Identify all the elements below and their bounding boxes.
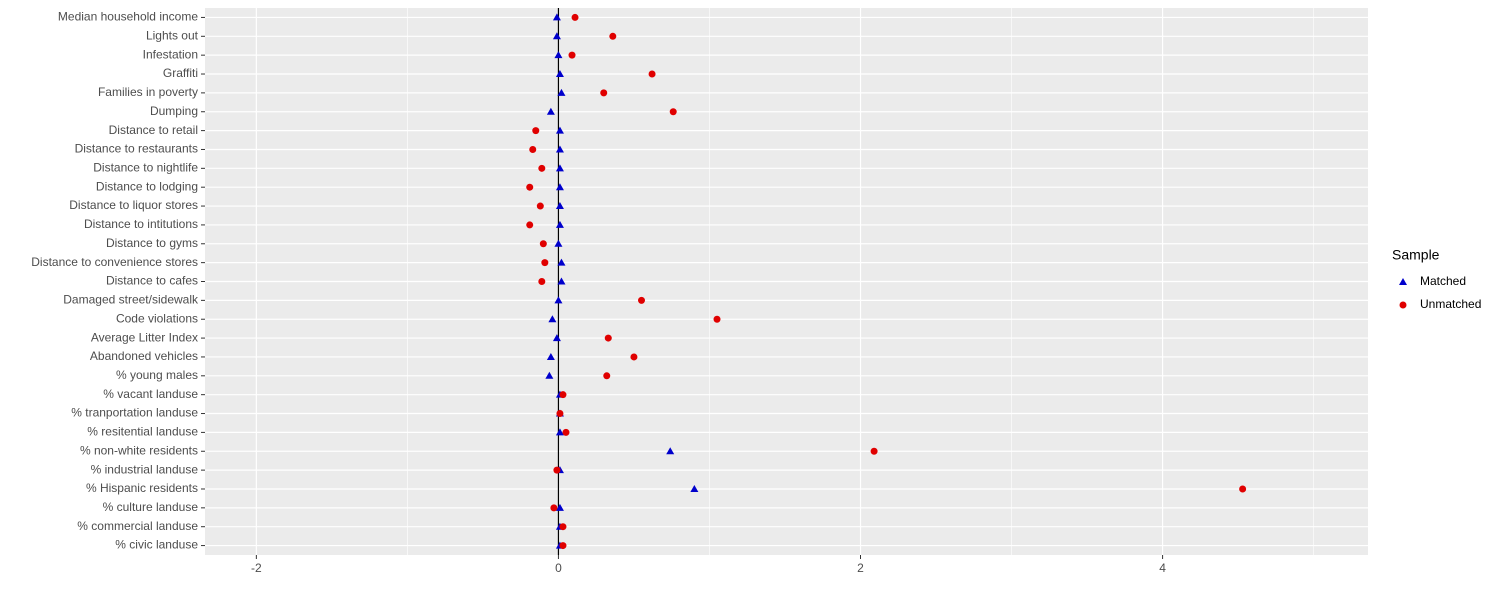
y-tick-label: % tranportation landuse [71, 406, 198, 420]
point [638, 296, 646, 304]
point [690, 484, 699, 492]
point [546, 107, 555, 115]
point [557, 258, 566, 266]
y-tick-label: % commercial landuse [77, 519, 198, 533]
point [554, 296, 563, 304]
y-tick-label: Infestation [143, 47, 198, 61]
legend-title: Sample [1392, 247, 1440, 263]
point [557, 88, 566, 96]
y-tick-label: Average Litter Index [91, 330, 198, 344]
point [538, 164, 546, 172]
point [555, 503, 564, 511]
y-tick-label: Distance to retail [109, 123, 198, 137]
legend-marker [1399, 301, 1407, 309]
y-tick-label: Abandoned vehicles [90, 349, 198, 363]
point [553, 466, 561, 474]
point [648, 70, 656, 78]
point [545, 371, 554, 379]
y-tick-label: Dumping [150, 104, 198, 118]
y-tick-label: Distance to cafes [106, 274, 198, 288]
y-tick-label: Distance to liquor stores [69, 198, 198, 212]
point [666, 447, 675, 455]
y-tick-label: Lights out [146, 28, 199, 42]
x-tick-label: 2 [857, 561, 864, 575]
y-tick-label: Distance to convenience stores [31, 255, 198, 269]
point [559, 542, 567, 550]
point [609, 32, 617, 40]
point [552, 334, 561, 342]
point [559, 523, 567, 531]
y-tick-label: Median household income [58, 10, 198, 24]
point [541, 259, 549, 267]
point [603, 372, 611, 380]
y-tick-label: % non-white residents [80, 443, 198, 457]
point [1239, 485, 1247, 493]
point [713, 315, 721, 323]
point [557, 277, 566, 285]
point [555, 428, 564, 436]
y-tick-label: Damaged street/sidewalk [63, 293, 199, 307]
y-tick-label: Families in poverty [98, 85, 198, 99]
point [669, 108, 677, 116]
y-tick-label: Distance to intitutions [84, 217, 198, 231]
point [559, 391, 567, 399]
point [556, 410, 564, 418]
y-tick-label: % young males [116, 368, 198, 382]
y-tick-label: Distance to gyms [106, 236, 198, 250]
x-tick-label: -2 [251, 561, 262, 575]
point [870, 447, 878, 455]
y-tick-label: Distance to lodging [96, 179, 198, 193]
point [532, 127, 540, 135]
point [539, 240, 547, 248]
point [562, 428, 570, 436]
y-tick-label: % Hispanic residents [86, 481, 198, 495]
x-tick-label: 4 [1159, 561, 1166, 575]
point [555, 70, 564, 78]
y-tick-label: Graffiti [163, 66, 198, 80]
point [604, 334, 612, 342]
point [548, 315, 557, 323]
legend-label: Unmatched [1420, 297, 1481, 311]
point [555, 126, 564, 134]
point [546, 352, 555, 360]
point [600, 89, 608, 97]
point [554, 239, 563, 247]
point [555, 220, 564, 228]
point [538, 278, 546, 285]
point [555, 164, 564, 172]
point [550, 504, 558, 512]
point [555, 202, 564, 210]
point [536, 202, 544, 210]
point [630, 353, 638, 361]
point [555, 145, 564, 153]
y-tick-label: % culture landuse [103, 500, 199, 514]
y-tick-label: % civic landuse [115, 538, 198, 552]
legend-marker [1399, 278, 1407, 285]
y-tick-label: Distance to restaurants [75, 142, 198, 156]
point [554, 51, 563, 59]
point [571, 13, 579, 21]
point [552, 13, 561, 21]
legend-label: Matched [1420, 274, 1466, 288]
point [568, 51, 576, 59]
y-tick-label: % resitential landuse [87, 425, 198, 439]
point [552, 32, 561, 40]
y-tick-label: % vacant landuse [103, 387, 198, 401]
point [526, 183, 534, 191]
point [555, 183, 564, 191]
x-tick-label: 0 [555, 561, 562, 575]
point [526, 221, 534, 229]
y-tick-label: Code violations [116, 311, 198, 325]
point [529, 145, 537, 153]
y-tick-label: Distance to nightlife [93, 160, 198, 174]
y-tick-label: % industrial landuse [91, 462, 199, 476]
